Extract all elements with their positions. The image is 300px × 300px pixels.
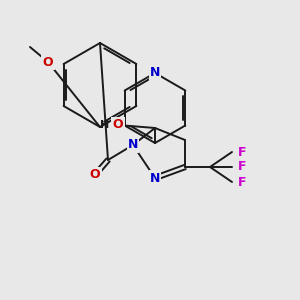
Text: N: N — [150, 172, 160, 184]
Text: N: N — [128, 139, 138, 152]
Text: F: F — [238, 146, 247, 158]
Text: F: F — [238, 160, 247, 173]
Text: N: N — [150, 67, 160, 80]
Text: F: F — [238, 176, 247, 188]
Text: O: O — [113, 118, 123, 131]
Text: O: O — [43, 56, 53, 68]
Text: O: O — [90, 169, 100, 182]
Text: H: H — [100, 120, 109, 130]
